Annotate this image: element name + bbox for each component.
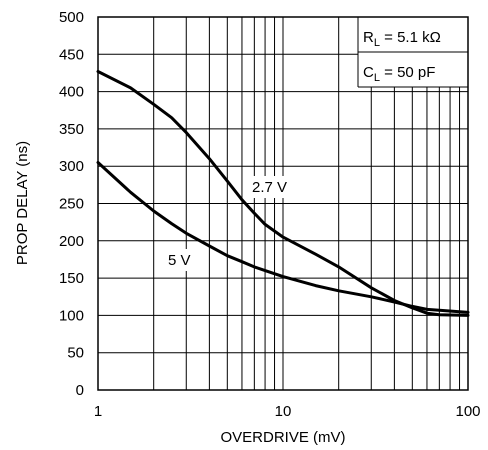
y-tick-label: 400 (59, 84, 84, 101)
y-tick-label: 250 (59, 196, 84, 213)
series-label-5v: 5 V (165, 249, 195, 271)
y-tick-label: 350 (59, 121, 84, 138)
plot-frame (97, 16, 469, 391)
x-tick-labels: 1 10 100 (94, 403, 481, 420)
rl-annotation: RL = 5.1 kΩ (363, 29, 441, 49)
svg-text:5 V: 5 V (168, 252, 191, 269)
curves (96, 70, 470, 317)
legend-box: RL = 5.1 kΩ CL = 50 pF (357, 17, 468, 88)
svg-text:2.7 V: 2.7 V (252, 179, 287, 196)
x-tick-label: 10 (275, 403, 292, 420)
x-tick-label: 1 (94, 403, 102, 420)
y-tick-label: 0 (76, 382, 84, 399)
series-label-2-7v: 2.7 V (249, 176, 299, 198)
y-tick-label: 500 (59, 9, 84, 26)
y-tick-label: 100 (59, 307, 84, 324)
x-tick-label: 100 (455, 403, 480, 420)
y-tick-label: 300 (59, 158, 84, 175)
series-line (96, 161, 470, 314)
cl-annotation: CL = 50 pF (363, 64, 435, 84)
y-tick-label: 450 (59, 46, 84, 63)
y-tick-labels: 0 50 100 150 200 250 300 350 400 450 500 (59, 9, 84, 399)
x-axis-label: OVERDRIVE (mV) (220, 429, 345, 446)
y-tick-label: 150 (59, 270, 84, 287)
y-tick-label: 200 (59, 233, 84, 250)
y-tick-label: 50 (67, 345, 84, 362)
y-axis-label: PROP DELAY (ns) (14, 141, 31, 265)
